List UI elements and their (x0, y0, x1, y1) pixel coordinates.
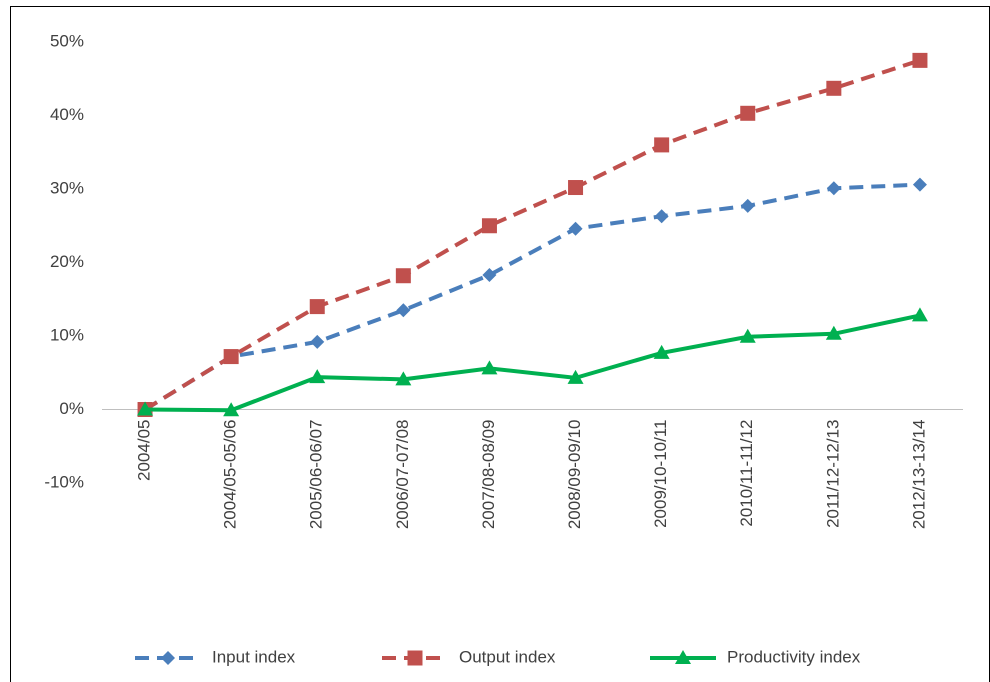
marker (654, 137, 670, 153)
x-tick-label: 2006/07-07/08 (393, 420, 412, 530)
marker (826, 80, 842, 96)
marker (825, 325, 842, 340)
marker (309, 369, 326, 384)
y-tick-label: 40% (50, 105, 84, 124)
marker (481, 360, 498, 375)
x-tick-label: 2004/05-05/06 (221, 420, 240, 530)
legend-label: Output index (459, 647, 556, 666)
marker (567, 369, 584, 384)
y-tick-label: 10% (50, 325, 84, 344)
y-tick-label: 30% (50, 178, 84, 197)
marker (911, 307, 928, 322)
marker (568, 221, 583, 236)
marker (310, 334, 325, 349)
marker (740, 198, 755, 213)
marker (223, 349, 239, 365)
x-tick-label: 2009/10-10/11 (651, 420, 670, 528)
x-tick-label: 2005/06-06/07 (307, 420, 326, 530)
marker (309, 299, 325, 315)
marker (395, 268, 411, 284)
x-tick-label: 2007/08-08/09 (479, 420, 498, 530)
marker (740, 105, 756, 121)
marker (912, 52, 928, 68)
frame (10, 6, 990, 682)
y-tick-label: 50% (50, 31, 84, 50)
marker (826, 181, 841, 196)
x-tick-label: 2011/12-12/13 (823, 420, 842, 528)
legend-marker (407, 650, 423, 666)
legend-label: Input index (212, 647, 296, 666)
marker (912, 177, 927, 192)
series-line (145, 313, 921, 413)
legend-marker (675, 650, 691, 664)
marker (653, 344, 670, 359)
series-line (144, 58, 921, 412)
marker (396, 303, 411, 318)
legend-label: Productivity index (727, 647, 861, 666)
legend-marker (161, 651, 175, 665)
y-tick-label: 0% (59, 399, 84, 418)
y-tick-label: 20% (50, 252, 84, 271)
x-tick-label: 2010/11-11/12 (737, 420, 756, 527)
marker (739, 328, 756, 343)
marker (568, 180, 584, 196)
marker (481, 218, 497, 234)
x-tick-label: 2008/09-09/10 (565, 420, 584, 530)
marker (654, 209, 669, 224)
series-line (144, 182, 921, 412)
y-tick-label: -10% (44, 472, 84, 491)
marker (137, 401, 154, 416)
marker (482, 267, 497, 282)
x-tick-label: 2012/13-13/14 (909, 420, 928, 530)
marker (395, 371, 412, 386)
x-tick-label: 2004/05 (135, 420, 154, 481)
marker (223, 402, 240, 417)
